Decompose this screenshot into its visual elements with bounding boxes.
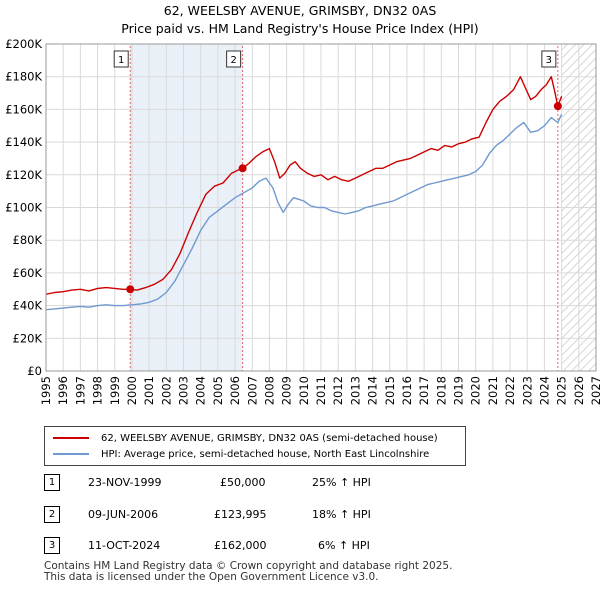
y-tick-label: £100K — [5, 201, 42, 215]
transaction-hpi: 25% ↑ HPI — [312, 476, 371, 489]
x-tick-label: 2000 — [125, 376, 139, 405]
y-tick-label: £180K — [5, 70, 42, 84]
transaction-hpi: 18% ↑ HPI — [312, 508, 371, 521]
chart-title: 62, WEELSBY AVENUE, GRIMSBY, DN32 0AS — [164, 3, 437, 18]
legend-label-property: 62, WEELSBY AVENUE, GRIMSBY, DN32 0AS (s… — [101, 432, 438, 444]
y-tick-label: £40K — [13, 299, 43, 313]
x-tick-label: 2026 — [572, 376, 586, 405]
x-tick-label: 2003 — [177, 376, 191, 405]
x-tick-label: 2016 — [400, 376, 414, 405]
x-tick-label: 2006 — [228, 376, 242, 405]
sale-label: 3 — [546, 55, 552, 66]
footer-licence: This data is licensed under the Open Gov… — [44, 571, 379, 583]
transaction-date: 11-OCT-2024 — [88, 539, 161, 552]
sale-point — [238, 164, 247, 173]
transaction-row: 1 23-NOV-1999 £50,000 25% ↑ HPI — [44, 474, 524, 492]
x-tick-label: 2027 — [589, 376, 600, 405]
x-tick-label: 2008 — [262, 376, 276, 405]
x-tick-label: 2009 — [280, 376, 294, 405]
x-tick-label: 2020 — [469, 376, 483, 405]
x-tick-label: 1996 — [56, 376, 70, 405]
sale-label-box — [226, 50, 242, 68]
chart-subtitle: Price paid vs. HM Land Registry's House … — [121, 21, 478, 36]
transaction-row: 2 09-JUN-2006 £123,995 18% ↑ HPI — [44, 506, 524, 524]
x-tick-label: 2014 — [366, 376, 380, 405]
x-tick-label: 2019 — [452, 376, 466, 405]
x-tick-label: 2012 — [331, 376, 345, 405]
x-tick-label: 1995 — [39, 376, 53, 405]
x-tick-label: 2022 — [503, 376, 517, 405]
footer: Contains HM Land Registry data © Crown c… — [44, 561, 452, 583]
x-tick-label: 1998 — [91, 376, 105, 405]
legend: 62, WEELSBY AVENUE, GRIMSBY, DN32 0AS (s… — [44, 426, 466, 466]
sale-label: 2 — [230, 55, 236, 66]
x-tick-label: 2010 — [297, 376, 311, 405]
y-tick-label: £200K — [5, 37, 42, 51]
x-tick-label: 2002 — [159, 376, 173, 405]
sale-label-box — [541, 50, 557, 68]
y-tick-label: £120K — [5, 168, 42, 182]
transaction-row: 3 11-OCT-2024 £162,000 6% ↑ HPI — [44, 537, 524, 555]
legend-label-hpi: HPI: Average price, semi-detached house,… — [101, 448, 430, 460]
transaction-price: £162,000 — [214, 539, 267, 552]
y-tick-label: £160K — [5, 102, 42, 116]
x-tick-label: 2023 — [520, 376, 534, 405]
transaction-hpi: 6% ↑ HPI — [318, 539, 370, 552]
x-tick-label: 2004 — [194, 376, 208, 405]
footer-copyright: Contains HM Land Registry data © Crown c… — [44, 560, 453, 572]
transaction-number: 1 — [44, 474, 60, 491]
sale-label-box — [113, 50, 129, 68]
x-tick-label: 2018 — [434, 376, 448, 405]
x-tick-label: 2021 — [486, 376, 500, 405]
sale-label: 1 — [118, 55, 124, 66]
transaction-number: 3 — [44, 537, 60, 554]
price-chart: 62, WEELSBY AVENUE, GRIMSBY, DN32 0AS Pr… — [5, 3, 600, 405]
x-tick-label: 2005 — [211, 376, 225, 405]
sale-point — [126, 285, 135, 294]
y-tick-label: £20K — [13, 331, 43, 345]
transaction-price: £123,995 — [214, 508, 267, 521]
x-tick-label: 2015 — [383, 376, 397, 405]
legend-item-property: 62, WEELSBY AVENUE, GRIMSBY, DN32 0AS (s… — [53, 430, 438, 446]
legend-swatch-property — [53, 437, 89, 439]
plot-border — [45, 43, 597, 372]
x-tick-label: 2007 — [245, 376, 259, 405]
y-tick-label: £60K — [13, 266, 43, 280]
x-tick-label: 2025 — [555, 376, 569, 405]
x-tick-label: 1999 — [108, 376, 122, 405]
transaction-price: £50,000 — [220, 476, 266, 489]
legend-swatch-hpi — [53, 453, 89, 455]
y-tick-label: £140K — [5, 135, 42, 149]
x-tick-label: 1997 — [73, 376, 87, 405]
x-tick-label: 2011 — [314, 376, 328, 405]
y-tick-label: £80K — [13, 233, 43, 247]
x-tick-label: 2024 — [537, 376, 551, 405]
hpi-line — [45, 114, 563, 311]
x-tick-label: 2001 — [142, 376, 156, 405]
property-price-line — [45, 75, 563, 295]
y-tick-label: £0 — [27, 364, 42, 378]
sale-point — [553, 102, 562, 111]
transaction-date: 23-NOV-1999 — [88, 476, 162, 489]
x-tick-label: 2013 — [348, 376, 362, 405]
transaction-date: 09-JUN-2006 — [88, 508, 159, 521]
transaction-number: 2 — [44, 506, 60, 523]
legend-item-hpi: HPI: Average price, semi-detached house,… — [53, 446, 429, 462]
x-tick-label: 2017 — [417, 376, 431, 405]
